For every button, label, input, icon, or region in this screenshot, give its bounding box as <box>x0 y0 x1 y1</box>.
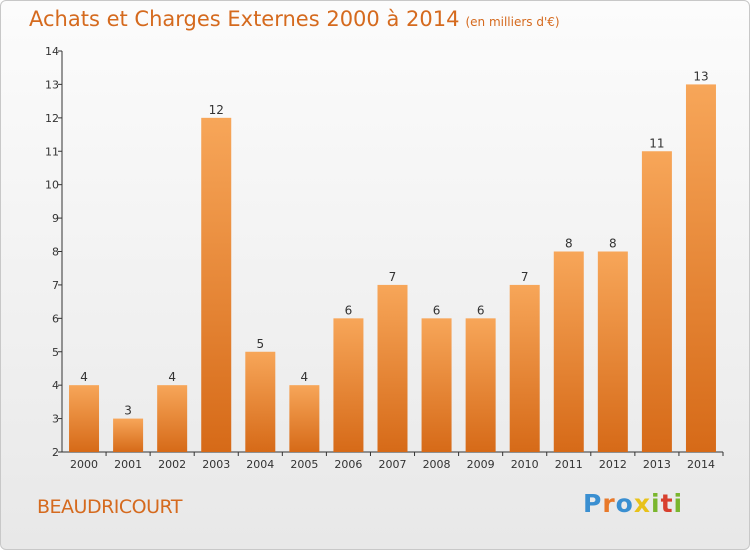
logo-letter: P <box>583 489 603 518</box>
bar-2007 <box>377 284 408 452</box>
x-tick-label: 2008 <box>423 458 451 471</box>
bar-2013 <box>641 151 672 452</box>
chart-subtitle: (en milliers d'€) <box>465 15 560 29</box>
x-tick-label: 2007 <box>379 458 407 471</box>
data-label: 7 <box>521 270 529 284</box>
data-label: 8 <box>565 237 573 251</box>
x-tick-label: 2002 <box>158 458 186 471</box>
data-label: 5 <box>256 337 264 351</box>
data-label: 4 <box>80 370 88 384</box>
x-tick-label: 2004 <box>246 458 274 471</box>
x-tick-label: 2010 <box>511 458 539 471</box>
x-tick-label: 2006 <box>334 458 362 471</box>
logo-letter: x <box>633 489 651 518</box>
data-label: 11 <box>649 136 664 150</box>
logo-letter: r <box>602 489 616 518</box>
data-label: 4 <box>168 370 176 384</box>
x-tick-label: 2013 <box>643 458 671 471</box>
data-label: 3 <box>124 404 132 418</box>
bar-2008 <box>421 318 452 452</box>
bar-2009 <box>465 318 496 452</box>
bar-2004 <box>245 351 276 452</box>
y-tick-label: 14 <box>45 45 59 58</box>
commune-name: BEAUDRICOURT <box>37 496 182 518</box>
logo-letter: i <box>651 489 661 518</box>
y-tick-label: 11 <box>45 145 59 158</box>
y-tick-label: 13 <box>45 78 59 91</box>
y-tick-label: 4 <box>52 379 59 392</box>
bar-2006 <box>333 318 364 452</box>
data-label: 6 <box>433 303 441 317</box>
bar-2010 <box>509 284 540 452</box>
data-label: 12 <box>209 103 224 117</box>
y-tick-label: 12 <box>45 112 59 125</box>
proxiti-logo: Proxiti <box>583 489 683 518</box>
bar-2012 <box>597 251 628 452</box>
y-tick-label: 10 <box>45 179 59 192</box>
bar-2001 <box>113 418 144 452</box>
y-tick-label: 3 <box>52 413 59 426</box>
chart-bars <box>69 84 716 453</box>
x-tick-label: 2003 <box>202 458 230 471</box>
data-label: 6 <box>345 303 353 317</box>
x-tick-label: 2014 <box>687 458 715 471</box>
data-label: 4 <box>301 370 309 384</box>
bar-2005 <box>289 385 320 452</box>
y-tick-label: 5 <box>52 346 59 359</box>
bar-2014 <box>685 84 716 453</box>
data-label: 8 <box>609 237 617 251</box>
logo-letter: t <box>660 489 674 518</box>
x-tick-label: 2011 <box>555 458 583 471</box>
x-tick-label: 2001 <box>114 458 142 471</box>
data-label: 13 <box>693 69 708 83</box>
chart-labels: 2000 4 2001 3 2002 4 2003 12 2004 5 2005 4 2006 6 2007… <box>70 69 715 471</box>
y-tick-label: 7 <box>52 279 59 292</box>
bar-2003 <box>201 117 232 452</box>
y-tick-label: 9 <box>52 212 59 225</box>
data-label: 6 <box>477 303 485 317</box>
chart-title: Achats et Charges Externes 2000 à 2014 (e… <box>29 7 560 31</box>
y-tick-label: 8 <box>52 246 59 259</box>
logo-letter: i <box>673 489 684 518</box>
bar-2000 <box>69 385 100 452</box>
bar-2002 <box>157 385 188 452</box>
x-tick-label: 2012 <box>599 458 627 471</box>
x-tick-label: 2005 <box>290 458 318 471</box>
y-tick-label: 6 <box>52 312 59 325</box>
chart-title-text: Achats et Charges Externes 2000 à 2014 <box>29 7 460 31</box>
bar-2011 <box>553 251 584 452</box>
data-label: 7 <box>389 270 397 284</box>
logo-letter: o <box>615 489 634 518</box>
x-tick-label: 2009 <box>467 458 495 471</box>
y-tick-label: 2 <box>52 446 59 459</box>
x-tick-label: 2000 <box>70 458 98 471</box>
